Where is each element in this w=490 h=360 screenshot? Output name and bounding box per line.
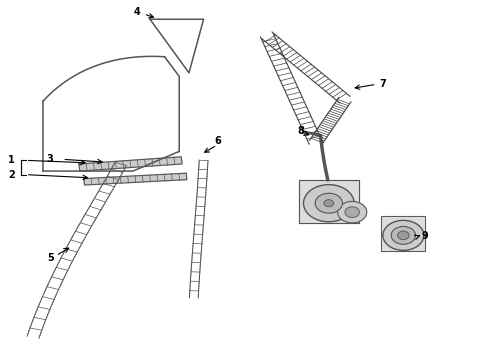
Circle shape xyxy=(303,185,354,222)
Text: 4: 4 xyxy=(133,7,140,17)
Circle shape xyxy=(345,207,360,217)
Text: 5: 5 xyxy=(47,253,54,263)
Text: 1: 1 xyxy=(8,156,15,165)
Circle shape xyxy=(315,193,343,213)
Text: 7: 7 xyxy=(379,78,386,89)
Circle shape xyxy=(338,202,367,223)
Polygon shape xyxy=(84,173,187,185)
Polygon shape xyxy=(79,157,182,171)
Polygon shape xyxy=(381,216,425,251)
Text: 6: 6 xyxy=(215,136,221,147)
Circle shape xyxy=(324,200,334,207)
Circle shape xyxy=(397,231,409,240)
Text: 9: 9 xyxy=(421,231,428,241)
Text: 3: 3 xyxy=(47,154,53,163)
Polygon shape xyxy=(298,180,360,223)
Circle shape xyxy=(383,220,424,250)
Text: 2: 2 xyxy=(8,170,15,180)
Circle shape xyxy=(391,226,416,244)
Text: 8: 8 xyxy=(297,126,304,136)
